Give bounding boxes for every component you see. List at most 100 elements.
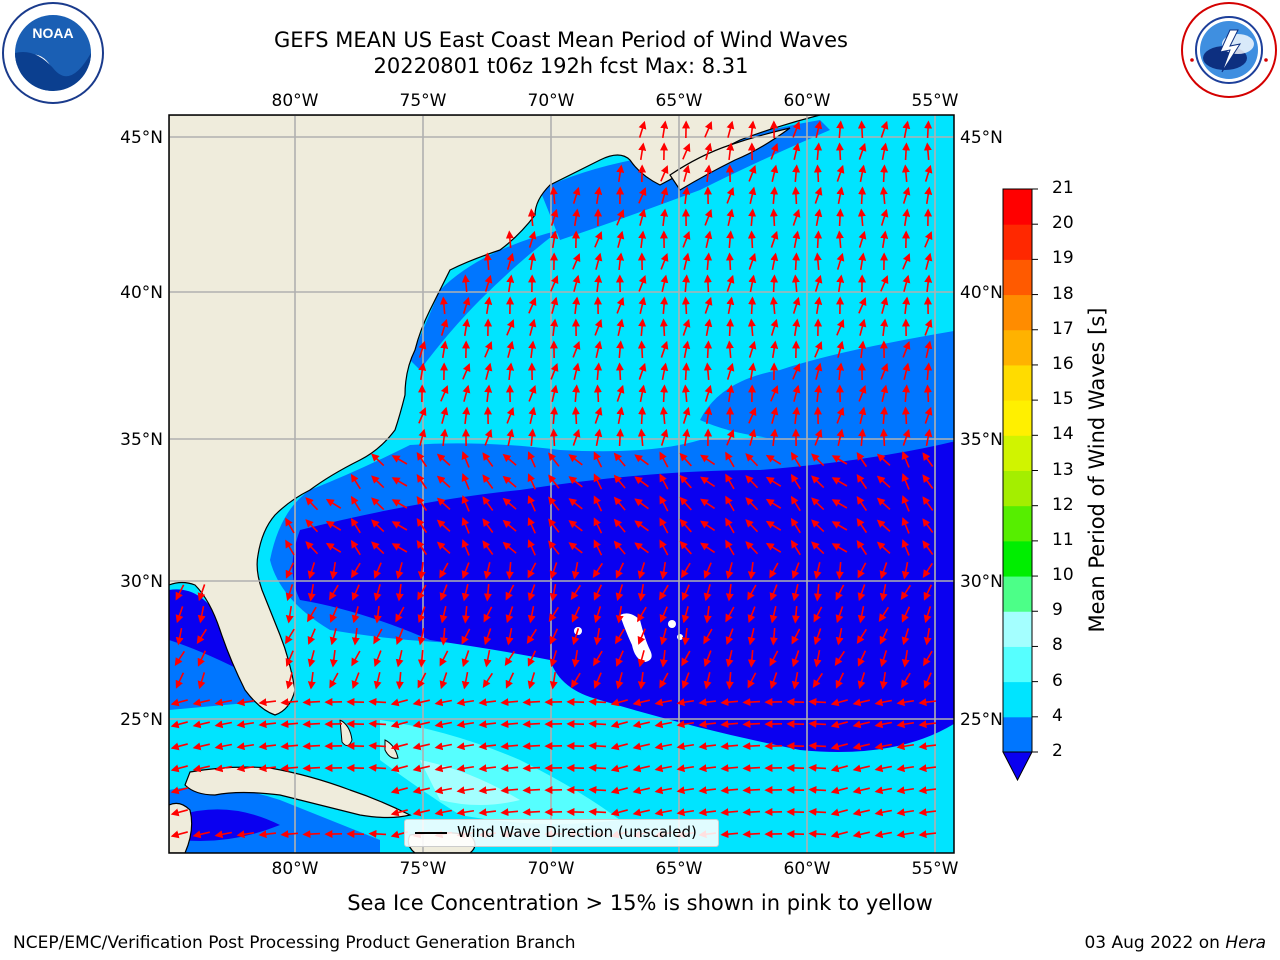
wind-wave-arrow	[769, 562, 779, 579]
wind-wave-arrow	[660, 428, 669, 446]
wind-wave-arrow	[572, 253, 581, 270]
wind-wave-arrow	[285, 562, 295, 579]
wind-wave-arrow	[588, 785, 607, 794]
wind-wave-arrow	[351, 584, 360, 601]
wind-wave-arrow	[720, 764, 739, 773]
wind-wave-arrow	[901, 561, 910, 580]
wind-wave-arrow	[548, 474, 560, 489]
wind-wave-arrow	[858, 318, 867, 336]
wind-wave-arrow	[528, 318, 537, 336]
wind-wave-arrow	[371, 519, 385, 533]
wind-wave-arrow	[769, 606, 778, 624]
wind-wave-arrow	[900, 584, 912, 601]
wind-wave-arrow	[616, 209, 625, 226]
wind-wave-arrow	[814, 296, 823, 315]
wind-wave-arrow	[725, 583, 734, 602]
wind-wave-arrow	[765, 542, 782, 553]
wind-wave-arrow	[434, 720, 453, 729]
wind-wave-arrow	[462, 406, 471, 425]
wind-wave-arrow	[902, 274, 911, 292]
wind-wave-arrow	[478, 720, 497, 729]
wind-wave-arrow	[703, 650, 712, 667]
wind-wave-arrow	[572, 186, 581, 204]
wind-wave-arrow	[613, 496, 626, 511]
wind-wave-arrow	[439, 562, 449, 579]
wind-wave-arrow	[390, 720, 408, 729]
wind-wave-arrow	[726, 429, 735, 446]
wind-wave-arrow	[615, 650, 624, 667]
wind-wave-arrow	[769, 672, 778, 690]
wind-wave-arrow	[484, 274, 493, 292]
wind-wave-arrow	[371, 541, 385, 555]
wind-wave-arrow	[325, 520, 342, 531]
wind-wave-arrow	[896, 786, 915, 795]
wind-wave-arrow	[676, 698, 695, 707]
wind-wave-arrow	[901, 539, 910, 556]
wind-wave-arrow	[417, 672, 427, 689]
wind-wave-arrow	[703, 628, 713, 645]
wind-wave-arrow	[769, 650, 779, 667]
wind-wave-arrow	[417, 561, 426, 580]
wind-wave-arrow	[305, 497, 319, 511]
wind-wave-arrow	[572, 274, 581, 292]
lon-tick-bottom: 55°W	[912, 859, 959, 879]
wind-wave-arrow	[745, 497, 759, 511]
wind-wave-arrow	[416, 474, 428, 490]
colorbar-segment	[1003, 189, 1032, 225]
wind-wave-arrow	[594, 362, 603, 381]
wind-wave-arrow	[325, 498, 342, 509]
wind-wave-arrow	[879, 428, 888, 447]
noaa-logo: NOAA	[2, 2, 104, 104]
wind-wave-arrow	[922, 518, 934, 533]
wind-wave-arrow	[616, 340, 625, 359]
wind-wave-arrow	[500, 742, 519, 751]
wind-wave-arrow	[924, 164, 933, 182]
wind-wave-arrow	[594, 406, 603, 424]
wind-wave-arrow	[439, 296, 448, 315]
wind-wave-arrow	[434, 808, 453, 817]
wind-wave-arrow	[923, 650, 933, 667]
wind-wave-arrow	[835, 561, 844, 580]
wind-wave-arrow	[902, 384, 911, 403]
wind-wave-arrow	[528, 428, 537, 447]
credit-date: 03 Aug 2022 on Hera	[1084, 933, 1266, 953]
colorbar-segment	[1003, 435, 1032, 471]
wind-wave-arrow	[923, 584, 933, 601]
sea-ice-footnote-text: Sea Ice Concentration > 15% is shown in …	[347, 891, 933, 915]
wind-wave-arrow	[461, 584, 470, 602]
wind-wave-arrow	[593, 473, 603, 490]
wind-wave-arrow	[748, 165, 757, 182]
wind-wave-arrow	[902, 208, 911, 227]
wind-wave-arrow	[681, 562, 691, 579]
wind-wave-arrow	[924, 319, 933, 336]
wind-wave-arrow	[307, 628, 316, 645]
wind-wave-arrow	[790, 451, 801, 468]
wind-wave-arrow	[808, 785, 827, 794]
wind-wave-arrow	[549, 583, 558, 602]
wind-wave-arrow	[613, 540, 626, 555]
wind-wave-arrow	[879, 562, 888, 580]
wind-wave-arrow	[214, 742, 233, 751]
wind-wave-arrow	[901, 606, 911, 623]
wind-wave-arrow	[462, 384, 471, 402]
wind-wave-arrow	[593, 672, 602, 689]
wind-wave-arrow	[808, 741, 827, 750]
wind-wave-arrow	[770, 428, 779, 447]
wind-wave-arrow	[461, 274, 470, 293]
wind-wave-arrow	[726, 362, 735, 380]
wind-wave-arrow	[482, 496, 494, 511]
wind-wave-arrow	[902, 428, 911, 446]
wind-wave-arrow	[808, 829, 827, 838]
wind-wave-arrow	[500, 786, 519, 795]
wind-wave-arrow	[351, 650, 361, 667]
wind-wave-arrow	[329, 606, 338, 623]
wind-wave-arrow	[593, 451, 603, 468]
wind-wave-arrow	[638, 384, 647, 403]
wind-wave-arrow	[285, 628, 295, 645]
wind-wave-arrow	[368, 697, 387, 706]
wind-wave-arrow	[814, 230, 823, 249]
wind-wave-arrow	[571, 606, 581, 623]
lat-tick-left: 30°N	[120, 572, 163, 592]
wind-wave-arrow	[462, 296, 471, 314]
wind-wave-arrow	[478, 808, 497, 817]
